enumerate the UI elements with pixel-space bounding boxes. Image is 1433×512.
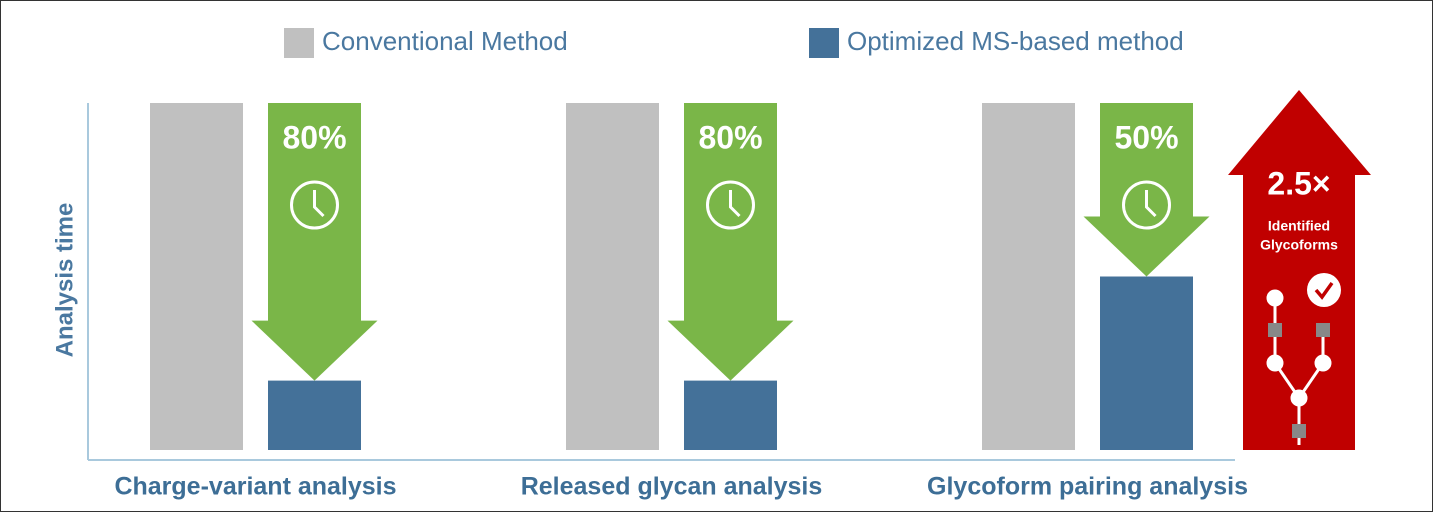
reduction-label: 50% (1114, 119, 1178, 155)
clock-icon (290, 180, 339, 230)
clock-hands (729, 190, 741, 218)
reduction-arrow (1083, 103, 1210, 277)
y-axis-label: Analysis time (51, 203, 78, 358)
clock-face (1122, 180, 1171, 230)
x-tick-label: Charge-variant analysis (114, 473, 396, 501)
clock-hands (313, 190, 325, 218)
reduction-arrow (251, 103, 378, 381)
legend-label: Conventional Method (322, 26, 568, 56)
bar (150, 103, 243, 450)
clock-hands (1145, 190, 1157, 218)
legend-swatch (284, 28, 314, 58)
reduction-label: 80% (282, 119, 346, 155)
callout-value: 2.5× (1267, 165, 1330, 201)
bar (566, 103, 659, 450)
clock-face (290, 180, 339, 230)
reduction-label: 80% (698, 119, 762, 155)
bar (268, 380, 361, 450)
callout-arrow (1228, 90, 1371, 450)
glycan-icon (1266, 273, 1341, 445)
callout-text: Identified (1268, 218, 1330, 234)
clock-face (706, 180, 755, 230)
bar (1100, 276, 1193, 450)
x-tick-label: Glycoform pairing analysis (927, 473, 1248, 501)
callout-text: Glycoforms (1260, 237, 1338, 253)
reduction-arrow (667, 103, 794, 381)
bar (684, 380, 777, 450)
legend-swatch (809, 28, 839, 58)
bar (982, 103, 1075, 450)
x-tick-label: Released glycan analysis (521, 473, 823, 501)
clock-icon (1122, 180, 1171, 230)
clock-icon (706, 180, 755, 230)
legend-label: Optimized MS-based method (847, 26, 1184, 56)
